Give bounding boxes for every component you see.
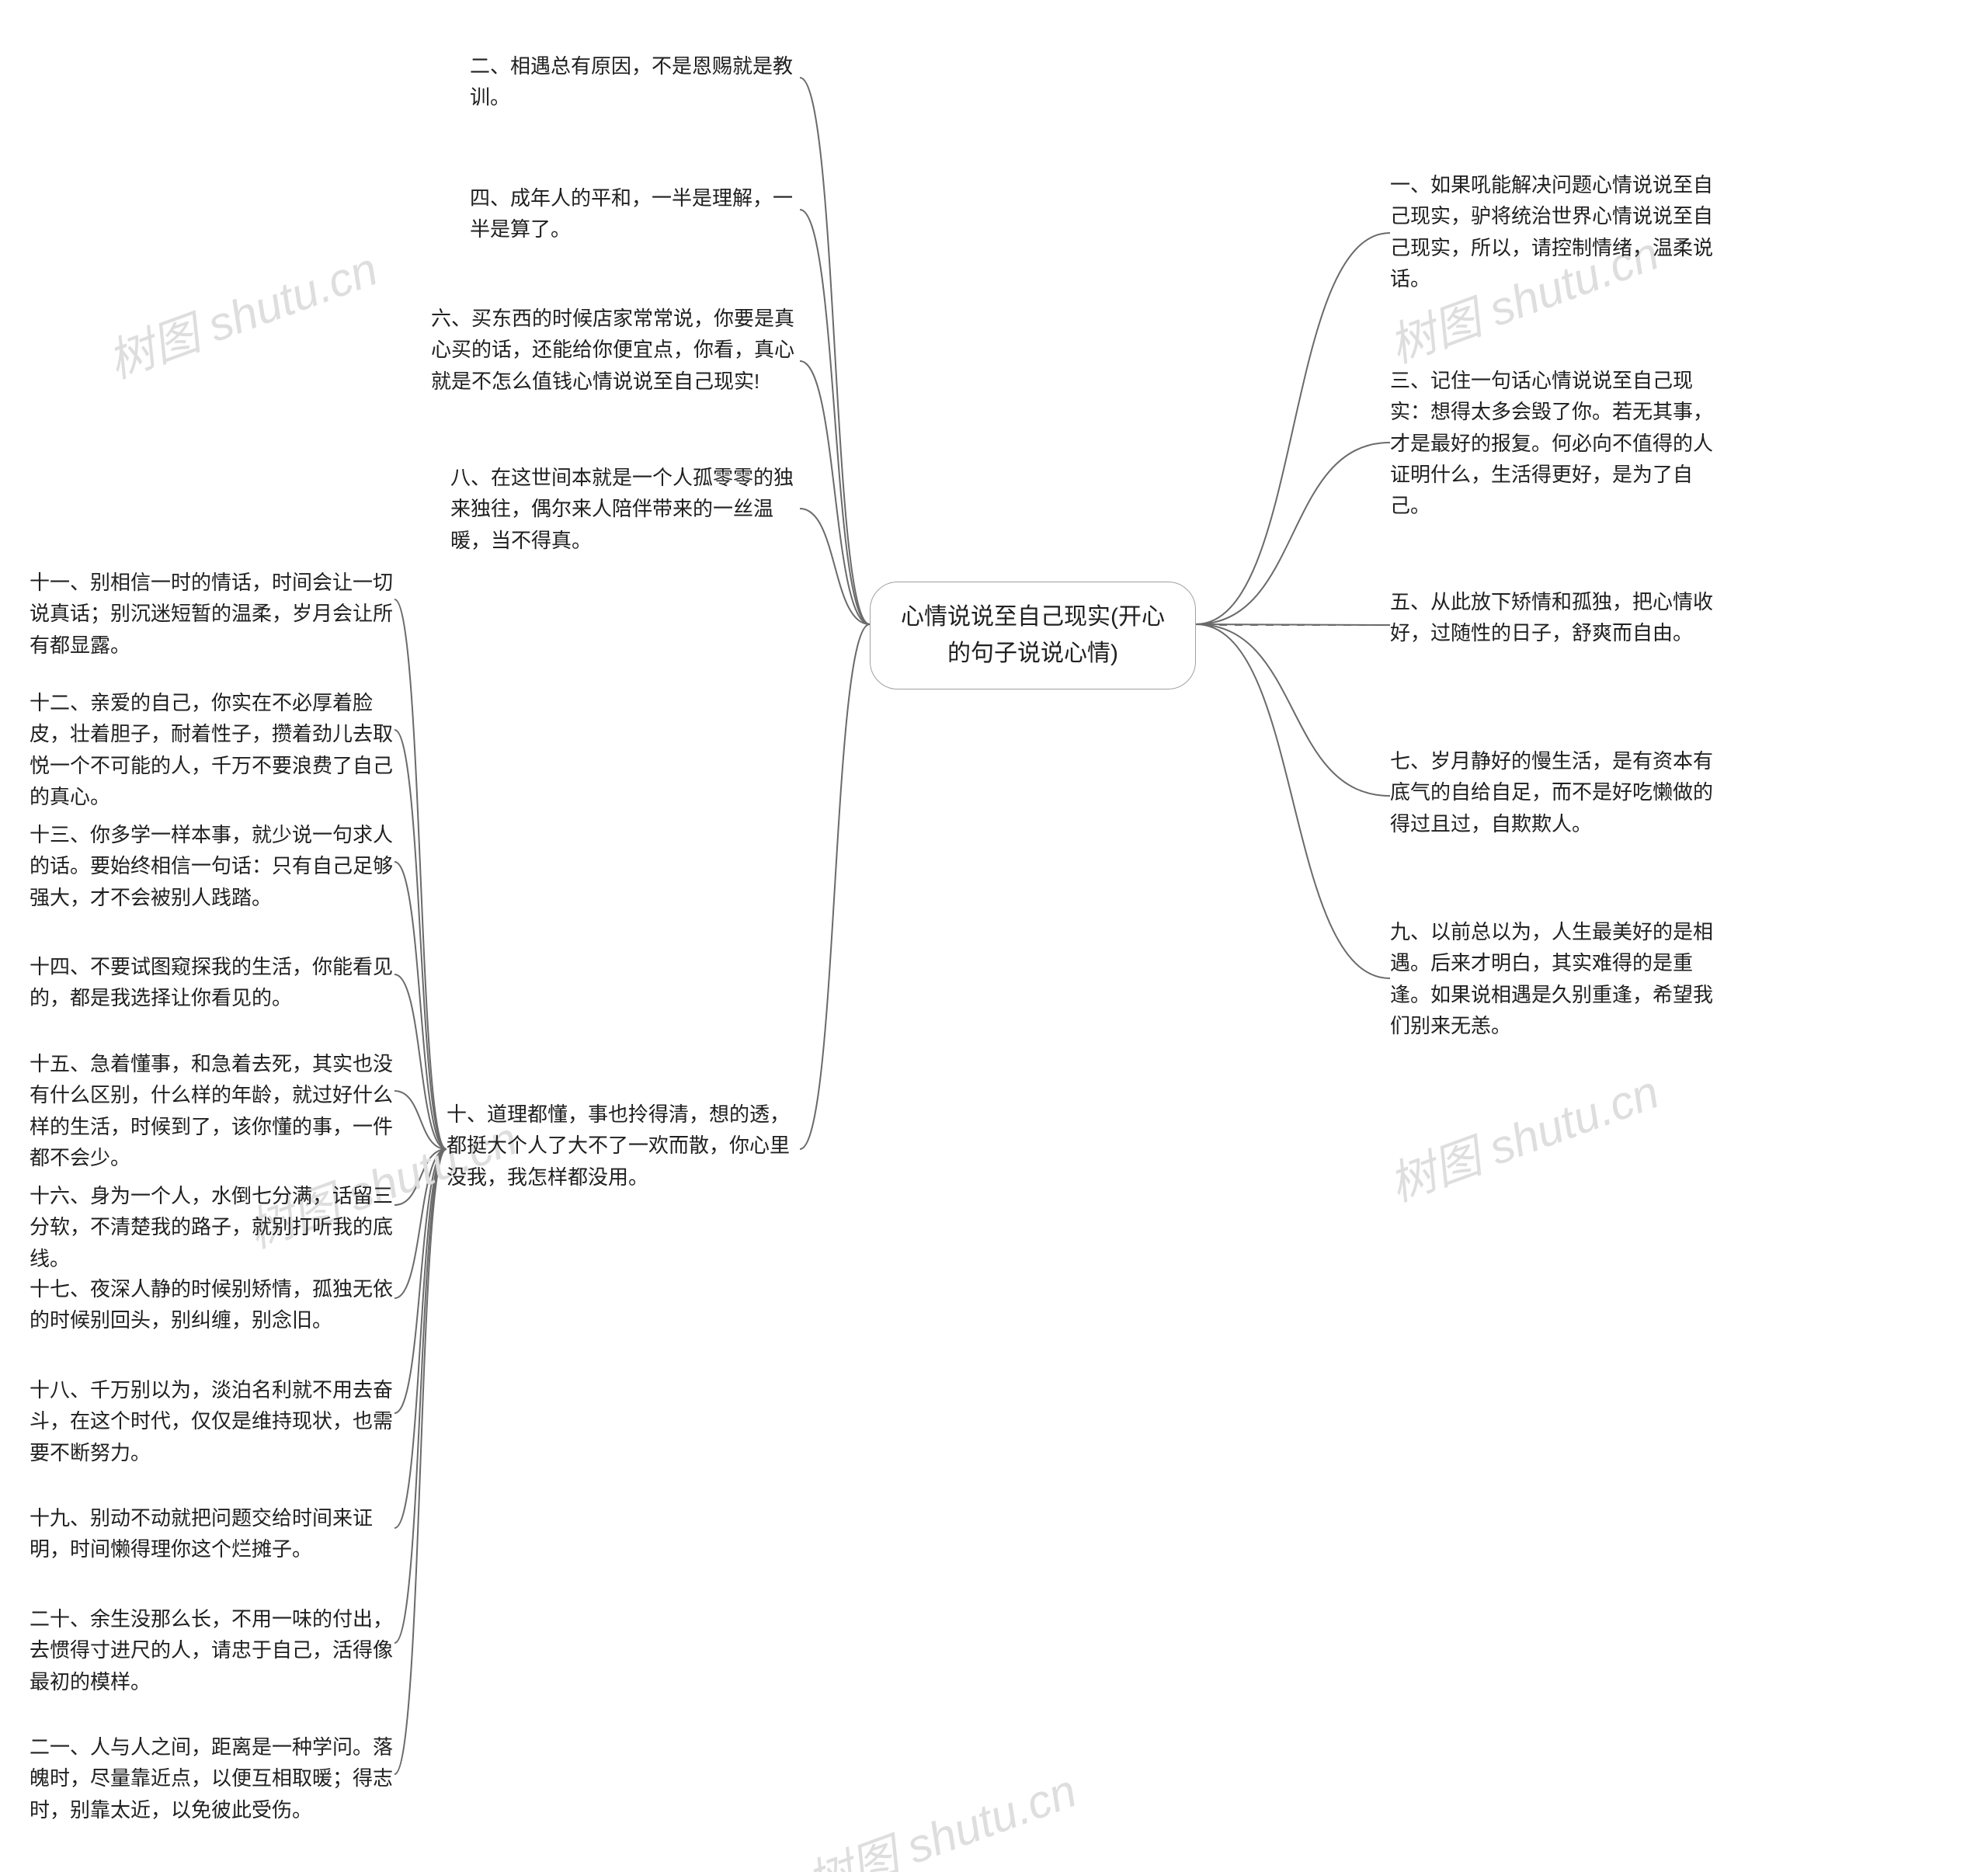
branch-r1: 一、如果吼能解决问题心情说说至自己现实，驴将统治世界心情说说至自己现实，所以，请… — [1390, 169, 1732, 294]
branch-l8: 八、在这世间本就是一个人孤零零的独来独往，偶尔来人陪伴带来的一丝温暖，当不得真。 — [450, 462, 800, 556]
branch-r5: 五、从此放下矫情和孤独，把心情收好，过随性的日子，舒爽而自由。 — [1390, 586, 1732, 649]
watermark: 树图 shutu.cn — [97, 231, 385, 391]
branch-r7: 七、岁月静好的慢生活，是有资本有底气的自给自足，而不是好吃懒做的得过且过，自欺欺… — [1390, 745, 1732, 839]
watermark: 树图 shutu.cn — [796, 1753, 1084, 1872]
leaf-c20: 二十、余生没那么长，不用一味的付出，去惯得寸进尺的人，请忠于自己，活得像最初的模… — [30, 1603, 394, 1697]
branch-l4: 四、成年人的平和，一半是理解，一半是算了。 — [470, 182, 800, 245]
leaf-c19: 十九、别动不动就把问题交给时间来证明，时间懒得理你这个烂摊子。 — [30, 1502, 394, 1565]
leaf-c17: 十七、夜深人静的时候别矫情，孤独无依的时候别回头，别纠缠，别念旧。 — [30, 1273, 394, 1336]
branch-r3: 三、记住一句话心情说说至自己现实：想得太多会毁了你。若无其事，才是最好的报复。何… — [1390, 365, 1732, 521]
leaf-c15: 十五、急着懂事，和急着去死，其实也没有什么区别，什么样的年龄，就过好什么样的生活… — [30, 1048, 394, 1173]
branch-r9: 九、以前总以为，人生最美好的是相遇。后来才明白，其实难得的是重逢。如果说相遇是久… — [1390, 916, 1732, 1041]
leaf-c11: 十一、别相信一时的情话，时间会让一切说真话；别沉迷短暂的温柔，岁月会让所有都显露… — [30, 567, 394, 661]
leaf-c14: 十四、不要试图窥探我的生活，你能看见的，都是我选择让你看见的。 — [30, 951, 394, 1014]
leaf-c18: 十八、千万别以为，淡泊名利就不用去奋斗，在这个时代，仅仅是维持现状，也需要不断努… — [30, 1374, 394, 1468]
watermark: 树图 shutu.cn — [1378, 1054, 1667, 1214]
leaf-c16: 十六、身为一个人，水倒七分满，话留三分软，不清楚我的路子，就别打听我的底线。 — [30, 1180, 394, 1274]
center-topic: 心情说说至自己现实(开心的句子说说心情) — [870, 582, 1196, 689]
leaf-c21: 二一、人与人之间，距离是一种学问。落魄时，尽量靠近点，以便互相取暖；得志时，别靠… — [30, 1731, 394, 1825]
branch-l10: 十、道理都懂，事也拎得清，想的透，都挺大个人了大不了一欢而散，你心里没我，我怎样… — [447, 1099, 800, 1193]
leaf-c12: 十二、亲爱的自己，你实在不必厚着脸皮，壮着胆子，耐着性子，攒着劲儿去取悦一个不可… — [30, 687, 394, 812]
mindmap-canvas: 树图 shutu.cn树图 shutu.cn树图 shutu.cn树图 shut… — [0, 0, 1988, 1872]
leaf-c13: 十三、你多学一样本事，就少说一句求人的话。要始终相信一句话：只有自己足够强大，才… — [30, 819, 394, 913]
branch-l6: 六、买东西的时候店家常常说，你要是真心买的话，还能给你便宜点，你看，真心就是不怎… — [431, 303, 796, 397]
branch-l2: 二、相遇总有原因，不是恩赐就是教训。 — [470, 50, 800, 113]
